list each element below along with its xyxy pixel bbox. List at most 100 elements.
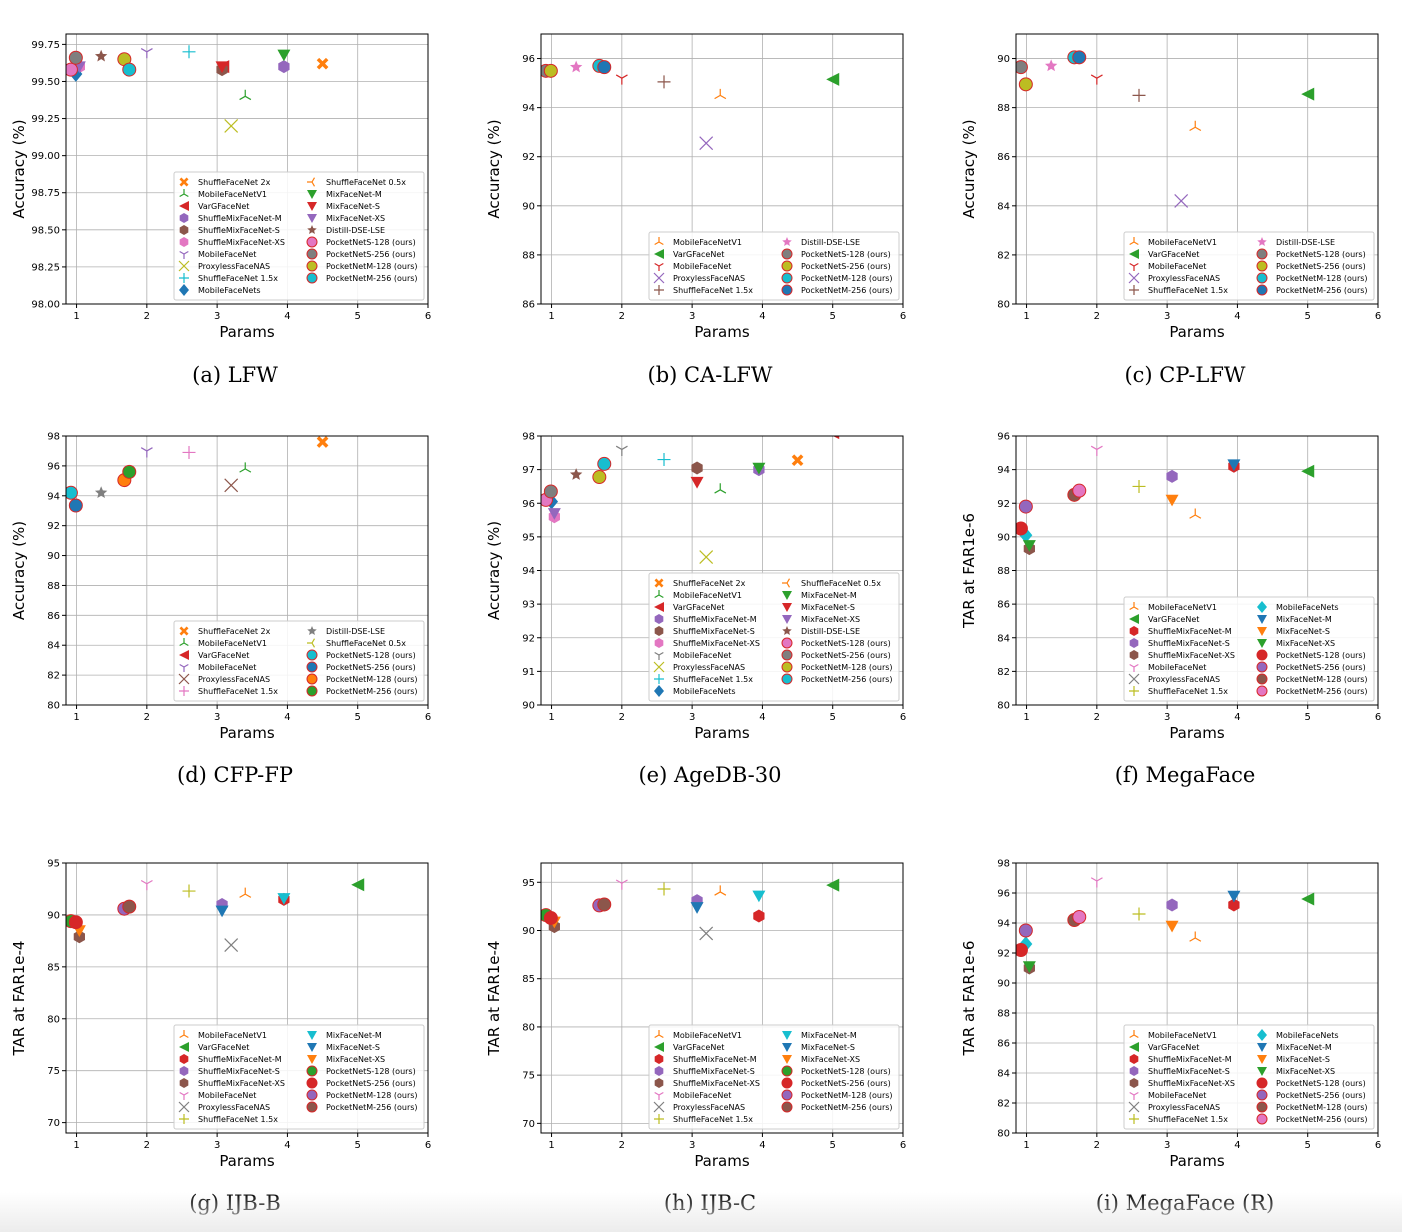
legend-label: MixFaceNet-M [326, 190, 382, 199]
legend-label: PocketNetM-256 (ours) [326, 687, 418, 696]
x-tick-label: 3 [689, 311, 695, 322]
legend-label: PocketNetS-256 (ours) [326, 1079, 416, 1088]
legend-marker [1257, 639, 1267, 648]
x-tick-label: 5 [355, 311, 361, 322]
y-tick-label: 95 [47, 859, 60, 870]
y-tick-label: 96 [997, 432, 1010, 443]
x-tick-label: 3 [1164, 1140, 1170, 1151]
legend-label: Distill-DSE-LSE [801, 238, 860, 247]
y-tick-label: 98.75 [31, 188, 60, 199]
legend-marker [306, 685, 318, 697]
data-point [690, 476, 704, 489]
legend-marker [654, 1066, 664, 1076]
data-point [691, 461, 703, 475]
data-point [1166, 469, 1178, 483]
chart-caption: (f) MegaFace [1115, 763, 1256, 787]
legend-marker [179, 177, 189, 187]
legend-marker [782, 626, 792, 636]
legend-label: PocketNetM-128 (ours) [1276, 1103, 1368, 1112]
legend-label: ShuffleMixFaceNet-S [1148, 1067, 1230, 1076]
data-point [215, 61, 229, 74]
x-axis-label: Params [1169, 1152, 1225, 1170]
legend-marker [782, 237, 792, 247]
y-tick-label: 86 [522, 300, 535, 311]
legend-marker [179, 1054, 189, 1064]
legend-marker [307, 626, 317, 636]
data-point [1189, 120, 1202, 132]
legend-label: PocketNetS-256 (ours) [326, 663, 416, 672]
legend-label: ShuffleMixFaceNet-XS [1148, 651, 1235, 660]
legend-marker [1257, 1067, 1267, 1076]
x-tick-label: 6 [1375, 712, 1381, 723]
legend-marker [306, 661, 318, 673]
legend-label: MobileFaceNet [1148, 262, 1206, 271]
y-tick-label: 90 [522, 201, 535, 212]
legend-label: ShuffleMixFaceNet-XS [1148, 1079, 1235, 1088]
data-point [68, 498, 83, 513]
y-axis-label: Accuracy (%) [960, 119, 978, 218]
legend-box [1123, 1024, 1375, 1130]
data-point [122, 62, 137, 77]
y-tick-label: 90 [997, 54, 1010, 65]
data-point [316, 57, 329, 70]
data-point [832, 436, 840, 440]
legend-label: VarGFaceNet [673, 1043, 724, 1052]
x-tick-label: 6 [900, 1140, 906, 1151]
legend-label: ShuffleFaceNet 1.5x [198, 274, 278, 283]
data-points [541, 436, 840, 564]
legend-label: PocketNetM-128 (ours) [801, 274, 893, 283]
data-point [615, 879, 628, 890]
data-points [1016, 445, 1315, 556]
legend-marker [1129, 614, 1139, 624]
data-point [1016, 521, 1028, 536]
legend-label: PocketNetM-256 (ours) [326, 1103, 418, 1112]
y-axis-label: Accuracy (%) [10, 119, 28, 218]
y-tick-label: 80 [47, 701, 60, 712]
legend-label: ProxylessFaceNAS [198, 1103, 270, 1112]
y-tick-label: 98.00 [31, 300, 60, 311]
legend-label: Distill-DSE-LSE [1276, 238, 1335, 247]
data-point [699, 136, 714, 151]
legend-marker [307, 638, 316, 648]
x-tick-label: 2 [1094, 1140, 1100, 1151]
data-point [1072, 50, 1087, 65]
data-point [1022, 961, 1036, 973]
legend-label: MixFaceNet-S [801, 1043, 855, 1052]
legend-label: VarGFaceNet [1148, 615, 1199, 624]
legend-label: ShuffleFaceNet 2x [198, 178, 271, 187]
legend-label: VarGFaceNet [1148, 250, 1199, 259]
y-tick-label: 88 [997, 103, 1010, 114]
y-tick-label: 96 [522, 499, 535, 510]
x-tick-label: 6 [1375, 1140, 1381, 1151]
legend-marker [306, 1101, 318, 1113]
legend-marker [781, 1065, 793, 1077]
axes-frame [65, 862, 429, 1134]
legend-marker [654, 237, 664, 246]
data-point [316, 436, 329, 448]
legend-label: ProxylessFaceNAS [198, 262, 270, 271]
legend-label: MobileFaceNets [673, 687, 736, 696]
x-tick-label: 1 [73, 712, 79, 723]
legend-marker [1257, 1055, 1267, 1064]
legend-label: PocketNetS-128 (ours) [326, 651, 416, 660]
chart-caption: (b) CA-LFW [648, 363, 773, 387]
data-point [1165, 494, 1179, 507]
y-tick-label: 90 [522, 701, 535, 712]
legend-label: MixFaceNet-M [801, 591, 857, 600]
legend-marker [654, 651, 664, 660]
legend-marker [654, 1091, 664, 1100]
y-tick-label: 75 [522, 1071, 535, 1082]
y-tick-label: 80 [997, 701, 1010, 712]
x-tick-label: 4 [284, 712, 290, 723]
y-tick-label: 88 [997, 1009, 1010, 1020]
legend-label: ProxylessFaceNAS [1148, 1103, 1220, 1112]
legend-label: PocketNetS-256 (ours) [1276, 262, 1366, 271]
legend-label: MixFaceNet-S [1276, 627, 1330, 636]
x-axis-label: Params [219, 724, 275, 742]
legend-label: PocketNetM-128 (ours) [1276, 274, 1368, 283]
legend-label: ShuffleMixFaceNet-M [198, 214, 282, 223]
data-point [826, 878, 840, 892]
legend-label: ProxylessFaceNAS [673, 1103, 745, 1112]
y-tick-label: 82 [997, 1099, 1010, 1110]
y-tick-label: 70 [522, 1119, 535, 1130]
